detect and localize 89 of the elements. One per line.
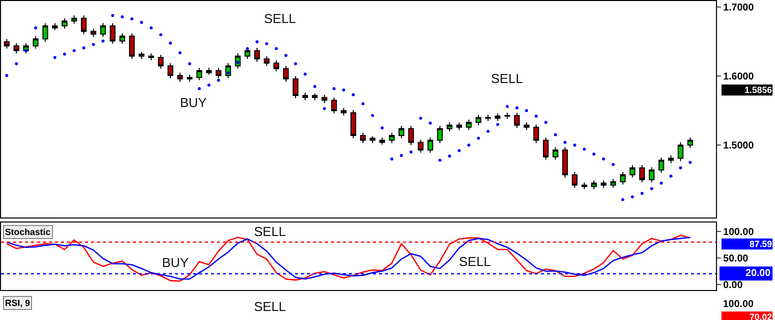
candlestick (687, 137, 694, 148)
text: Stochastic (5, 227, 51, 237)
candlestick (148, 52, 154, 61)
ref-line-label: 20.00 (746, 268, 771, 279)
candlestick (129, 32, 135, 60)
annotation: SELL (254, 224, 286, 239)
y-tick-label: 1.7000 (723, 2, 754, 14)
text: RSI, 9 (5, 298, 30, 308)
candlestick (32, 36, 39, 50)
candlestick (206, 67, 212, 76)
annotation: SELL (491, 71, 523, 86)
candlestick (668, 154, 674, 164)
candlestick (216, 67, 222, 79)
candlestick (302, 92, 308, 101)
candlestick (23, 42, 29, 54)
candlestick (379, 137, 386, 145)
candlestick (437, 125, 443, 144)
candlestick (388, 132, 395, 144)
y-tick-label: 0.00 (723, 280, 744, 291)
candlestick (408, 125, 414, 146)
candlestick (524, 122, 530, 130)
candlestick (562, 146, 568, 178)
candlestick (62, 18, 68, 30)
candlestick (273, 60, 280, 72)
candlestick (331, 97, 337, 114)
candlestick (4, 38, 10, 50)
candlestick (427, 137, 434, 154)
candlestick (244, 47, 250, 60)
y-tick-label: 1.6000 (723, 72, 754, 83)
candlestick (264, 56, 270, 66)
candlestick (398, 125, 404, 139)
candlestick (370, 136, 376, 144)
candlestick (591, 180, 597, 190)
text: 70.02 (749, 312, 772, 320)
candlestick (177, 72, 183, 82)
candlestick (504, 112, 510, 120)
candlestick (542, 137, 549, 160)
candlestick (494, 112, 501, 122)
candlestick (360, 132, 366, 144)
annotation: BUY (162, 255, 190, 270)
candlestick (196, 67, 202, 81)
candlestick (533, 124, 540, 144)
text: SELL (254, 299, 286, 314)
candlestick (678, 142, 684, 162)
candlestick (514, 112, 520, 128)
annotation: SELL (459, 254, 491, 269)
candlestick (658, 157, 664, 174)
candlestick (186, 74, 193, 82)
candlestick (581, 182, 588, 190)
candlestick (322, 94, 328, 104)
y-tick-label: 1.5000 (723, 140, 754, 152)
candlestick (42, 22, 48, 42)
candlestick (90, 28, 96, 38)
candlestick (52, 22, 58, 30)
candlestick (119, 32, 126, 44)
candlestick (456, 122, 462, 130)
candlestick (138, 52, 144, 60)
candlestick (80, 14, 87, 35)
candlestick (446, 122, 452, 132)
candlestick (340, 107, 347, 116)
candlestick (110, 22, 116, 44)
text: 1.5856 (744, 85, 772, 95)
candlestick (168, 62, 174, 79)
candlestick (552, 146, 558, 160)
y-tick-label: 50.00 (723, 253, 749, 264)
candlestick (158, 54, 164, 70)
candlestick (639, 164, 645, 183)
candlestick (572, 172, 578, 188)
candlestick (610, 178, 616, 188)
candlestick (630, 164, 636, 178)
candlestick (485, 114, 491, 122)
candlestick (620, 172, 626, 185)
candlestick (312, 92, 318, 101)
candlestick (350, 109, 356, 139)
annotation: SELL (264, 11, 296, 26)
candlestick (418, 139, 424, 154)
candlestick (476, 114, 482, 126)
candlestick (600, 180, 606, 188)
annotation: BUY (180, 95, 208, 110)
candlestick (71, 14, 78, 24)
candlestick (100, 22, 106, 38)
candlestick (254, 47, 260, 62)
candlestick (292, 76, 298, 99)
text: 87.59 (749, 239, 772, 249)
candlestick (14, 42, 20, 54)
candlestick (466, 119, 472, 130)
y-tick-label: 100.00 (723, 227, 754, 238)
candlestick (283, 65, 289, 82)
candlestick (648, 166, 655, 183)
